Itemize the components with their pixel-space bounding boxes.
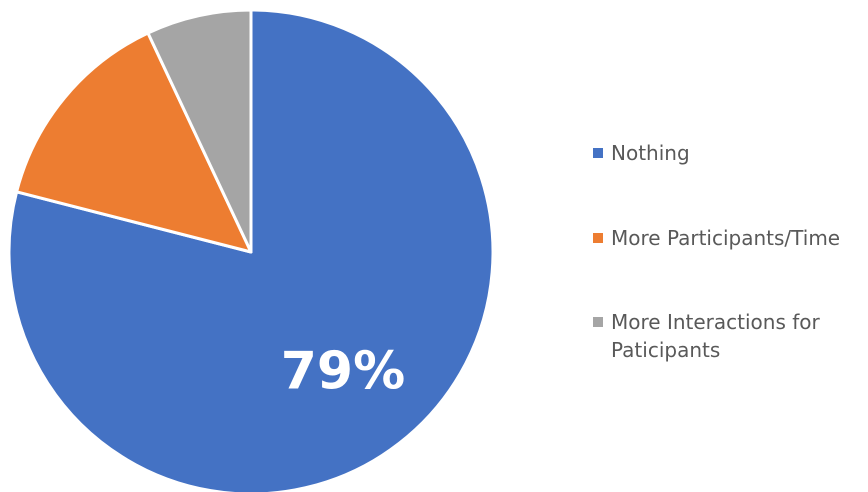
- pie-slice-more-interactions-for-paticipants: [146, 8, 253, 254]
- legend-label: More Participants/Time: [611, 226, 840, 250]
- legend-swatch: [593, 233, 603, 243]
- data-labels: 79%: [281, 342, 405, 402]
- pie-slices: [7, 8, 495, 492]
- legend-item-nothing: Nothing: [593, 141, 690, 165]
- legend-swatch: [593, 317, 603, 327]
- legend-label: Nothing: [611, 141, 690, 165]
- legend-item-more-participants-time: More Participants/Time: [593, 226, 840, 250]
- legend-swatch: [593, 148, 603, 158]
- data-label-nothing: 79%: [281, 342, 405, 402]
- pie-slice-more-participants-time: [15, 31, 253, 254]
- legend-item-more-interactions-for-paticipants: More Interactions for Paticipants: [593, 310, 820, 362]
- legend-label: More Interactions for Paticipants: [611, 310, 820, 362]
- legend: Nothing More Participants/Time More Intera…: [593, 141, 840, 362]
- pie-slice-nothing: [7, 8, 495, 492]
